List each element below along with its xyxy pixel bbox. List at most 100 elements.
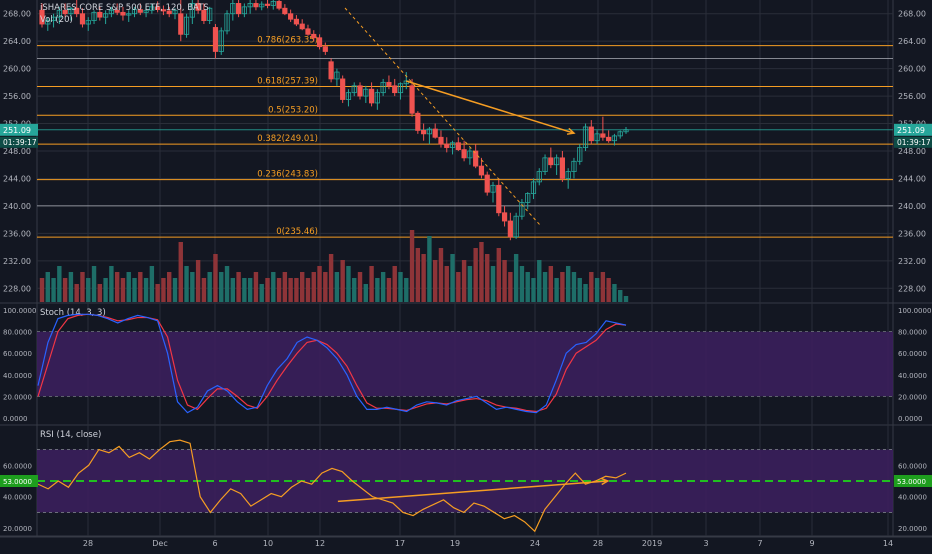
- candle-body: [600, 133, 606, 138]
- volume-bar: [103, 278, 108, 302]
- price-tick-label-right: 260.00: [898, 65, 926, 74]
- candle-body: [490, 184, 496, 193]
- volume-bar: [589, 272, 594, 302]
- candle-body: [212, 27, 219, 52]
- volume-bar: [126, 272, 131, 302]
- stoch-tick-label-right: 100.0000: [898, 307, 931, 315]
- volume-bar: [213, 254, 218, 302]
- candle-body: [426, 128, 433, 135]
- volume-bar: [74, 284, 79, 302]
- candle-body: [496, 184, 502, 214]
- volume-bar: [109, 266, 114, 302]
- rsi-label: RSI (14, close): [40, 430, 101, 440]
- stoch-tick-label-right: 0.0000: [898, 415, 923, 423]
- volume-bar: [363, 284, 369, 302]
- candle-body: [588, 126, 594, 142]
- current-price-value-right: 251.09: [897, 126, 925, 135]
- rsi-line: [37, 439, 627, 533]
- volume-bar: [409, 230, 415, 302]
- volume-bar: [317, 266, 322, 302]
- price-tick-label-left: 240.00: [3, 202, 31, 211]
- price-tick-label-right: 232.00: [898, 257, 926, 266]
- time-tick-label: 12: [315, 539, 325, 548]
- volume-bar: [346, 266, 351, 302]
- candle-body: [108, 9, 114, 15]
- volume-bar: [155, 284, 160, 302]
- volume-bar: [357, 272, 363, 302]
- volume-bar: [560, 272, 565, 302]
- fib-level-label: 0.236(243.83): [257, 170, 318, 180]
- candle-body: [357, 85, 363, 97]
- countdown-badge-right: [894, 136, 932, 148]
- time-tick-label: 9: [809, 539, 814, 548]
- price-arrow-head: [566, 127, 576, 135]
- candle-body: [322, 46, 328, 52]
- volume-bar: [138, 272, 143, 302]
- candle-body: [126, 13, 132, 16]
- time-tick-label: 14: [883, 539, 893, 548]
- candle-body: [305, 28, 311, 35]
- candle-body: [421, 130, 427, 135]
- volume-bar: [386, 278, 392, 302]
- candle-body: [45, 20, 51, 25]
- volume-bar: [531, 278, 536, 302]
- candle-body: [230, 3, 236, 15]
- current-price-badge-left: [0, 123, 38, 136]
- fib-level-label: 0.382(249.01): [257, 134, 318, 144]
- candle-body: [143, 9, 149, 13]
- volume-bar: [577, 278, 582, 302]
- price-tick-label-left: 248.00: [3, 147, 31, 156]
- candle-body: [484, 174, 490, 193]
- price-tick-label-left: 260.00: [3, 65, 31, 74]
- candle-body: [478, 165, 485, 176]
- volume-bar: [259, 284, 264, 302]
- rsi-tick-label-left: 40.0000: [3, 494, 32, 502]
- candle-body: [166, 10, 172, 15]
- price-tick-label-right: 256.00: [898, 92, 926, 101]
- volume-bar: [404, 278, 409, 302]
- countdown-value-right: 01:39:17: [897, 138, 931, 147]
- stoch-d-line: [37, 313, 627, 413]
- volume-bar: [161, 278, 166, 302]
- volume-bar: [236, 272, 241, 302]
- volume-bar: [86, 278, 91, 302]
- volume-bar: [392, 266, 397, 302]
- volume-bar: [282, 272, 288, 302]
- candle-body: [235, 3, 242, 15]
- price-tick-label-right: 268.00: [898, 10, 926, 19]
- candle-body: [74, 7, 80, 15]
- volume-bar: [612, 284, 617, 302]
- candle-body: [85, 20, 91, 25]
- volume-bar: [496, 248, 501, 302]
- candle-body: [62, 9, 68, 15]
- time-tick-label: Dec: [152, 539, 167, 548]
- candle-body: [91, 11, 97, 21]
- candle-body: [282, 7, 288, 15]
- volume-bar: [219, 272, 224, 302]
- volume-bar: [80, 272, 85, 302]
- candle-body: [577, 147, 583, 162]
- candle-body: [467, 150, 473, 159]
- chart-title: iSHARES CORE S&P 500 ETF, 120, BATS: [40, 3, 209, 13]
- volume-bar: [190, 272, 195, 302]
- fib-level-label: 0.5(253.20): [268, 105, 318, 115]
- volume-bar: [548, 266, 554, 302]
- candle-body: [189, 3, 195, 18]
- candle-body: [120, 11, 126, 16]
- volume-bar: [334, 272, 340, 302]
- candle-body: [311, 33, 317, 39]
- volume-bar: [143, 278, 149, 302]
- candle-body: [582, 126, 589, 148]
- volume-bar: [276, 278, 282, 302]
- stoch-tick-label-right: 20.0000: [898, 393, 927, 401]
- candle-body: [195, 3, 201, 11]
- candle-body: [623, 129, 629, 133]
- candle-body: [507, 220, 513, 238]
- candle-body: [345, 92, 352, 100]
- candle-body: [224, 13, 230, 32]
- candle-body: [542, 157, 548, 172]
- volume-bar: [68, 272, 74, 302]
- volume-bar: [415, 248, 421, 302]
- candle-body: [392, 85, 398, 94]
